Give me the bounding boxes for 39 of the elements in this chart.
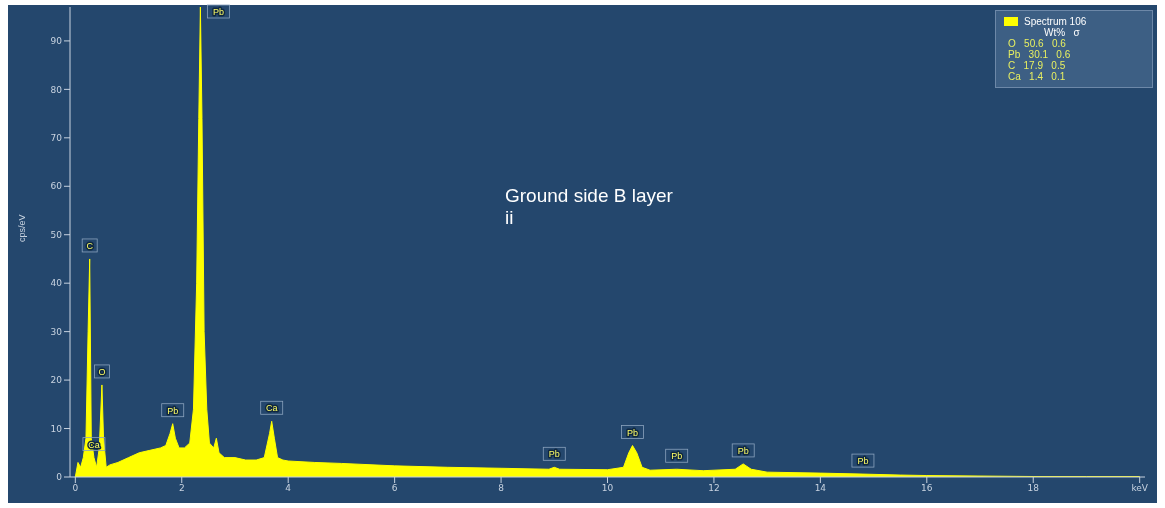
x-tick-label: 16 bbox=[921, 483, 933, 494]
annotation: Pb bbox=[548, 449, 560, 460]
y-tick-label: 50 bbox=[50, 229, 63, 240]
annotation: Pb bbox=[167, 405, 179, 416]
x-tick-label: 12 bbox=[708, 483, 720, 494]
annotation: Pb bbox=[857, 456, 869, 467]
x-tick-label: 18 bbox=[1027, 483, 1040, 494]
y-tick-label: 0 bbox=[56, 472, 63, 483]
annotation: Pb bbox=[671, 451, 683, 462]
annotation: Pb bbox=[627, 427, 639, 438]
annotation: O bbox=[98, 366, 106, 377]
annotation: O 50.6 0.6 bbox=[1007, 38, 1067, 49]
y-tick-label: 20 bbox=[50, 375, 63, 386]
x-tick-label: 8 bbox=[498, 483, 505, 494]
annotation: Wt% σ bbox=[1044, 27, 1081, 38]
y-axis-title: cps/eV bbox=[17, 214, 28, 242]
y-tick-label: 30 bbox=[50, 326, 63, 337]
annotation: C bbox=[86, 240, 94, 251]
annotation: Ca 1.4 0.1 bbox=[1007, 71, 1067, 82]
y-tick-label: 80 bbox=[50, 84, 63, 95]
annotation: Ground side B layer ii bbox=[505, 185, 674, 229]
y-tick-label: 90 bbox=[50, 36, 63, 47]
annotation: Pb bbox=[737, 445, 749, 456]
x-tick-label: 6 bbox=[391, 483, 398, 494]
annotation: C 17.9 0.5 bbox=[1007, 60, 1067, 71]
x-tick-label: keV bbox=[1131, 483, 1149, 494]
legend-label: Spectrum 106 bbox=[1024, 16, 1087, 27]
y-tick-label: 40 bbox=[50, 278, 63, 289]
y-tick-label: 70 bbox=[50, 133, 63, 144]
annotation: Ca bbox=[265, 403, 278, 414]
x-tick-label: 14 bbox=[814, 483, 827, 494]
x-tick-label: 2 bbox=[178, 483, 185, 494]
x-tick-label: 0 bbox=[72, 483, 79, 494]
x-tick-label: 10 bbox=[601, 483, 614, 494]
y-tick-label: 60 bbox=[50, 181, 63, 192]
annotation: Pb bbox=[212, 7, 224, 17]
y-tick-label: 10 bbox=[50, 423, 63, 434]
annotation: Pb 30.1 0.6 bbox=[1007, 49, 1072, 60]
x-tick-label: 4 bbox=[285, 483, 292, 494]
